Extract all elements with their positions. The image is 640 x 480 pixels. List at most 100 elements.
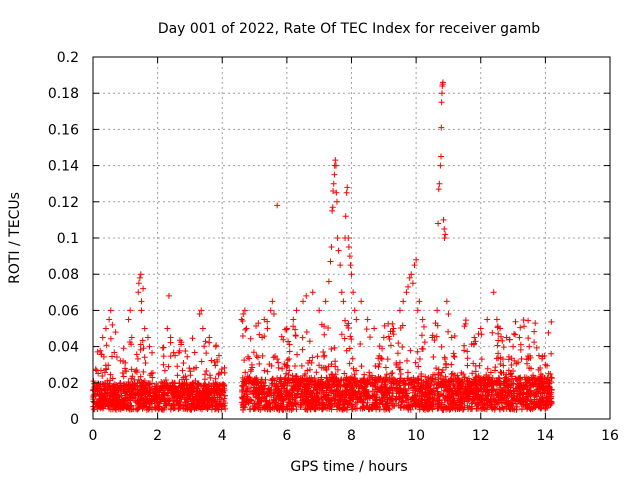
data-point	[494, 379, 501, 386]
data-point	[536, 404, 543, 411]
data-point	[147, 372, 154, 379]
data-point	[510, 343, 517, 350]
data-point	[344, 322, 351, 329]
data-point	[519, 406, 526, 413]
data-point	[403, 289, 410, 296]
data-point	[534, 375, 541, 382]
data-point	[527, 387, 534, 394]
data-point	[333, 375, 340, 382]
data-point	[171, 380, 178, 387]
data-point	[386, 336, 393, 343]
data-point	[340, 298, 347, 305]
data-point	[516, 383, 523, 390]
y-tick-label: 0.04	[48, 340, 79, 356]
data-point	[400, 298, 407, 305]
data-point	[434, 307, 441, 314]
data-point	[522, 395, 529, 402]
data-point	[159, 344, 166, 351]
data-point	[199, 406, 206, 413]
data-point	[477, 405, 484, 412]
data-point	[206, 334, 213, 341]
data-point	[505, 353, 512, 360]
data-point	[351, 375, 358, 382]
data-point	[294, 351, 301, 358]
data-point	[399, 393, 406, 400]
data-point	[286, 348, 293, 355]
data-point	[367, 374, 374, 381]
data-point	[243, 387, 250, 394]
data-point	[300, 298, 307, 305]
data-point	[348, 336, 355, 343]
data-point	[412, 359, 419, 366]
data-point	[433, 385, 440, 392]
data-point	[143, 401, 150, 408]
data-point	[247, 368, 254, 375]
data-point	[198, 358, 205, 365]
y-tick-labels: 0 0.02 0.04 0.06 0.08 0.1 0.12 0.14 0.16 0.18 0.2	[48, 50, 79, 428]
data-point	[489, 329, 496, 336]
data-point	[419, 316, 426, 323]
data-point	[298, 390, 305, 397]
data-point	[376, 352, 383, 359]
data-point	[326, 402, 333, 409]
data-point	[173, 398, 180, 405]
data-point	[190, 380, 197, 387]
data-point	[351, 307, 358, 314]
data-point	[503, 334, 510, 341]
data-point	[384, 356, 391, 363]
data-point	[329, 204, 336, 211]
data-point	[325, 278, 332, 285]
data-point	[212, 397, 219, 404]
data-point	[297, 401, 304, 408]
data-point	[291, 396, 298, 403]
data-point	[218, 401, 225, 408]
data-point	[351, 389, 358, 396]
data-point	[428, 376, 435, 383]
data-point	[373, 391, 380, 398]
data-point	[190, 365, 197, 372]
data-point	[405, 382, 412, 389]
data-point	[346, 360, 353, 367]
data-point	[420, 323, 427, 330]
x-tick-label: 0	[89, 428, 98, 444]
data-point	[537, 364, 544, 371]
data-point	[438, 153, 445, 160]
data-point	[432, 320, 439, 327]
x-tick-label: 6	[282, 428, 291, 444]
data-point	[309, 397, 316, 404]
data-point	[539, 355, 546, 362]
data-point	[442, 373, 449, 380]
data-point	[281, 376, 288, 383]
data-point	[416, 403, 423, 410]
data-point	[335, 247, 342, 254]
data-point	[119, 396, 126, 403]
data-point	[242, 369, 249, 376]
data-point	[342, 213, 349, 220]
data-point	[484, 374, 491, 381]
data-point	[355, 382, 362, 389]
data-point	[432, 390, 439, 397]
data-point	[128, 385, 135, 392]
data-point	[542, 361, 549, 368]
data-point	[463, 395, 470, 402]
data-point	[286, 356, 293, 363]
data-point	[298, 362, 305, 369]
data-point	[363, 390, 370, 397]
data-point	[527, 405, 534, 412]
data-point	[241, 357, 248, 364]
data-point	[159, 383, 166, 390]
data-point	[280, 336, 287, 343]
data-point	[326, 387, 333, 394]
data-point	[91, 380, 98, 387]
data-point	[107, 335, 114, 342]
data-point	[100, 405, 107, 412]
data-point	[403, 390, 410, 397]
data-point	[396, 359, 403, 366]
data-point	[313, 369, 320, 376]
data-point	[333, 198, 340, 205]
data-point	[450, 350, 457, 357]
data-point	[153, 380, 160, 387]
data-point	[542, 405, 549, 412]
data-point	[191, 405, 198, 412]
data-point	[238, 394, 245, 401]
